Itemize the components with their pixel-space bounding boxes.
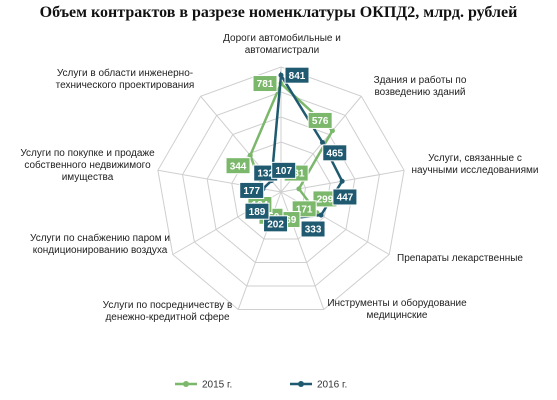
value-label: 131	[288, 169, 305, 180]
category-label: Услуги по снабжению паром и кондициониро…	[30, 233, 170, 256]
value-label: 202	[267, 219, 284, 230]
value-label: 344	[230, 161, 247, 172]
value-label: 299	[317, 195, 334, 206]
value-label-box	[300, 220, 326, 238]
legend-marker	[183, 381, 189, 387]
data-point	[318, 212, 324, 218]
data-point	[339, 178, 345, 184]
value-label: 781	[257, 79, 274, 90]
value-label: 107	[275, 166, 292, 177]
value-label: 132	[257, 169, 274, 180]
value-label-box	[271, 161, 297, 179]
grid-ring	[157, 66, 405, 310]
category-label: Услуги в области инженерно-технического …	[55, 68, 195, 91]
data-point	[247, 152, 253, 158]
value-label-box	[225, 157, 251, 175]
category-label: Препараты лекарственные	[397, 253, 523, 264]
grid-ring	[181, 91, 381, 287]
data-point	[296, 186, 302, 192]
value-label: 169	[280, 215, 297, 226]
value-label: 447	[337, 193, 354, 204]
value-label: 841	[289, 71, 306, 82]
chart-title: Объем контрактов в разрезе номенклатуры …	[39, 4, 518, 21]
value-label: 576	[312, 116, 329, 127]
legend-label: 2016 г.	[317, 380, 347, 391]
value-label-box	[239, 181, 265, 199]
value-label: 171	[296, 204, 313, 215]
category-label: Услуги по посредничеству в денежно-креди…	[102, 300, 233, 323]
legend-marker	[298, 381, 304, 387]
category-label: Инструменты и оборудование медицинские	[327, 298, 467, 321]
legend-item: 2016 г.	[290, 380, 347, 391]
category-label: Услуги по покупке и продаже собственного…	[20, 148, 155, 183]
value-label: 189	[249, 207, 266, 218]
value-label-box	[307, 111, 333, 129]
legend-item: 2015 г.	[175, 380, 232, 391]
value-label-box	[332, 188, 358, 206]
value-label: 333	[305, 225, 322, 236]
data-point	[278, 72, 284, 78]
category-label: Услуги, связанные с научными исследовани…	[411, 153, 539, 176]
value-label-box	[244, 202, 270, 220]
category-label: Дороги автомобильные и автомагистрали	[223, 33, 341, 56]
data-point	[329, 128, 335, 134]
value-label: 177	[243, 186, 260, 197]
category-label: Здания и работы по возведению зданий	[373, 75, 467, 98]
value-label-box	[263, 215, 289, 233]
value-label: 465	[326, 148, 343, 159]
value-label-box	[284, 66, 310, 84]
data-point	[320, 140, 326, 146]
value-label-box	[322, 144, 348, 162]
legend-label: 2015 г.	[202, 380, 232, 391]
value-label-box	[252, 75, 278, 93]
